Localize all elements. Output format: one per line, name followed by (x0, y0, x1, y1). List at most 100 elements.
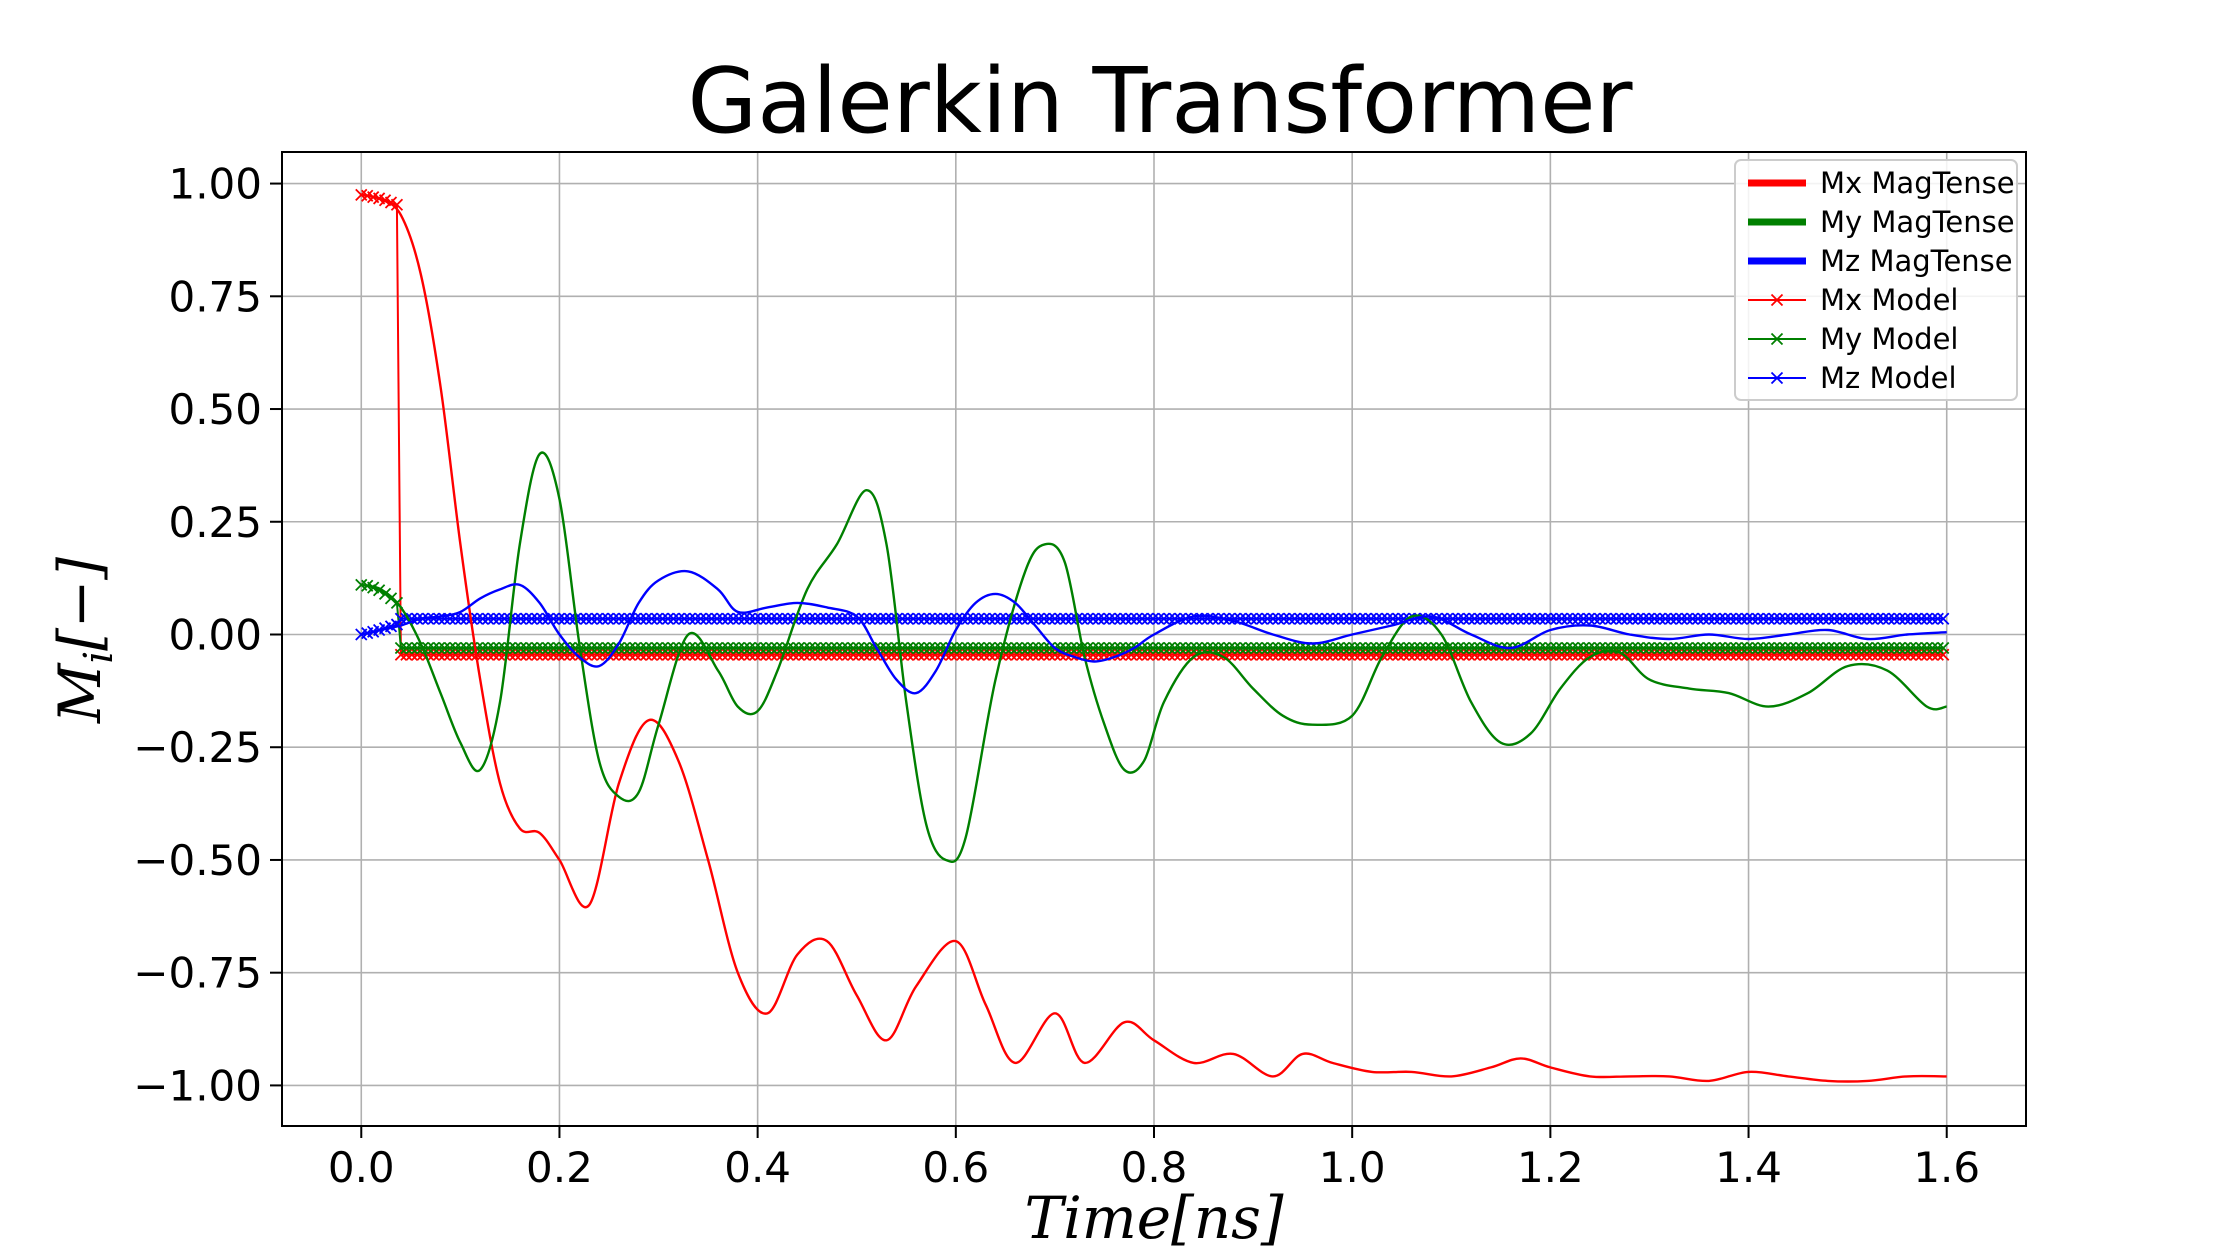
model-marker (1762, 641, 1775, 655)
model-marker (1539, 612, 1552, 625)
model-marker (1631, 641, 1645, 655)
model-marker (950, 641, 963, 655)
model-marker (1310, 612, 1323, 625)
model-marker (590, 641, 604, 655)
model-marker (1119, 612, 1132, 625)
model-marker (721, 641, 735, 655)
model-marker (716, 641, 729, 655)
model-marker (1364, 641, 1378, 655)
model-marker (1648, 641, 1661, 655)
model-marker (961, 641, 974, 655)
model-marker (879, 612, 893, 625)
model-marker (1566, 641, 1579, 655)
model-marker (1926, 641, 1939, 655)
model-marker (580, 641, 593, 655)
model-marker (1555, 612, 1568, 625)
model-marker (1659, 612, 1672, 625)
model-marker (601, 612, 615, 625)
model-marker (1784, 641, 1797, 655)
model-marker (1452, 641, 1465, 655)
model-marker (803, 612, 816, 625)
model-marker (1283, 641, 1296, 655)
x-tick-label: 1.4 (1715, 1143, 1782, 1192)
y-tick-label: 0.50 (168, 385, 262, 434)
model-marker (1920, 612, 1934, 625)
model-marker (1441, 612, 1454, 625)
model-marker (1702, 612, 1716, 625)
model-marker (1163, 612, 1176, 625)
x-tick-label: 1.6 (1913, 1143, 1980, 1192)
model-marker (1811, 641, 1825, 655)
model-marker (1157, 612, 1171, 625)
model-marker (1484, 612, 1498, 625)
model-marker (803, 641, 816, 655)
model-marker (1659, 641, 1672, 655)
model-marker (1337, 641, 1350, 655)
model-marker (525, 641, 538, 655)
model-marker (634, 641, 647, 655)
model-marker (1086, 641, 1100, 655)
model-marker (1135, 612, 1149, 625)
model-marker (1103, 612, 1116, 625)
model-marker (977, 612, 991, 625)
model-marker (1239, 641, 1252, 655)
model-marker (683, 641, 696, 655)
model-marker (525, 612, 538, 625)
model-marker (1321, 641, 1334, 655)
model-marker (847, 641, 860, 655)
model-marker (694, 612, 707, 625)
model-marker (547, 612, 560, 625)
model-marker (661, 612, 675, 625)
model-marker (460, 641, 473, 655)
model-marker (1789, 641, 1803, 655)
model-marker (1016, 641, 1029, 655)
model-marker (1185, 612, 1198, 625)
model-marker (1610, 612, 1623, 625)
model-marker (1544, 612, 1557, 625)
model-marker (732, 641, 745, 655)
model-marker (1779, 612, 1792, 625)
series-mz-model (355, 612, 1950, 641)
model-marker (1844, 641, 1857, 655)
model-marker (1255, 612, 1269, 625)
model-marker (1043, 612, 1056, 625)
model-marker (1631, 612, 1645, 625)
model-marker (1882, 612, 1895, 625)
model-marker (1533, 641, 1547, 655)
model-marker (672, 612, 685, 625)
model-marker (923, 612, 936, 625)
model-marker (1528, 612, 1541, 625)
model-marker (689, 641, 702, 655)
model-marker (1577, 641, 1590, 655)
model-marker (1343, 641, 1356, 655)
model-marker (754, 612, 767, 625)
model-marker (1615, 612, 1628, 625)
model-marker (710, 641, 724, 655)
model-marker (1746, 612, 1759, 625)
model-marker (792, 641, 805, 655)
model-marker (912, 612, 925, 625)
model-marker (541, 641, 555, 655)
model-marker (765, 641, 778, 655)
model-marker (727, 641, 740, 655)
model-marker (1642, 612, 1656, 625)
model-marker (1304, 612, 1318, 625)
model-marker (1757, 612, 1770, 625)
model-marker (487, 612, 500, 625)
model-marker (1893, 641, 1906, 655)
model-marker (1768, 641, 1781, 655)
model-marker (1163, 641, 1176, 655)
model-marker (1081, 612, 1094, 625)
model-marker (1386, 612, 1399, 625)
model-marker (640, 641, 653, 655)
model-marker (1114, 641, 1127, 655)
model-marker (1789, 612, 1803, 625)
model-marker (1800, 612, 1814, 625)
series-mz-magtense (361, 569, 1947, 695)
model-marker (498, 612, 511, 625)
model-marker (514, 641, 527, 655)
model-marker (1675, 641, 1688, 655)
model-marker (1751, 612, 1765, 625)
model-marker (1915, 641, 1928, 655)
model-marker (1822, 612, 1835, 625)
